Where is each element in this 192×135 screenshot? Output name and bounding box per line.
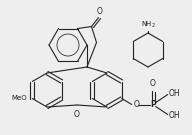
Text: O: O: [97, 6, 103, 16]
Text: P: P: [151, 100, 156, 109]
Text: O: O: [74, 110, 80, 119]
Text: MeO: MeO: [12, 95, 27, 102]
Text: O: O: [134, 100, 140, 109]
Text: OH: OH: [169, 111, 180, 120]
Text: NH$_2$: NH$_2$: [141, 20, 156, 30]
Text: O: O: [150, 80, 156, 89]
Text: OH: OH: [169, 89, 180, 98]
